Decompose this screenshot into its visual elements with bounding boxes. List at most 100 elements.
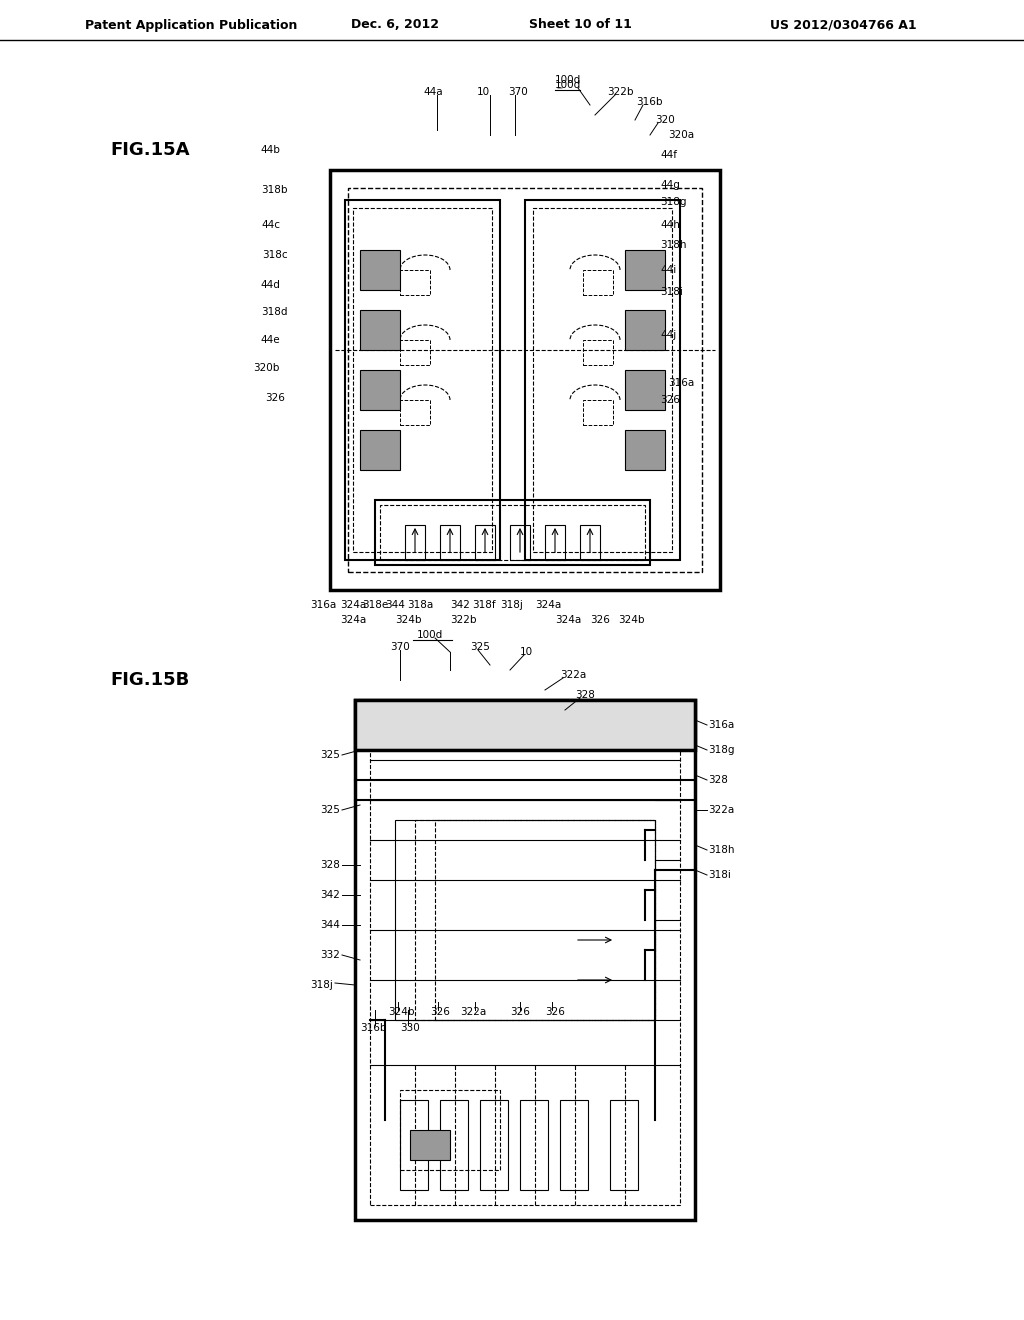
Bar <box>400 341 430 366</box>
Text: 44d: 44d <box>260 280 280 290</box>
Text: 320a: 320a <box>668 129 694 140</box>
Text: 318h: 318h <box>708 845 734 855</box>
Text: 326: 326 <box>265 393 285 403</box>
Text: Dec. 6, 2012: Dec. 6, 2012 <box>351 18 439 32</box>
Bar <box>480 1100 508 1191</box>
Bar <box>510 525 530 560</box>
Text: 44a: 44a <box>423 87 442 96</box>
Text: 370: 370 <box>390 642 410 652</box>
Bar <box>580 525 600 560</box>
Bar <box>400 271 430 294</box>
Bar <box>525 201 680 560</box>
Bar <box>400 1100 428 1191</box>
Text: 344: 344 <box>321 920 340 931</box>
Bar <box>395 820 655 1020</box>
Text: 318f: 318f <box>472 601 496 610</box>
Bar <box>355 700 695 1220</box>
Text: 318e: 318e <box>362 601 388 610</box>
Text: 324b: 324b <box>395 615 422 624</box>
Text: Patent Application Publication: Patent Application Publication <box>85 18 297 32</box>
Bar <box>625 249 665 290</box>
Text: 330: 330 <box>400 1023 420 1034</box>
Text: 324a: 324a <box>555 615 582 624</box>
Text: Sheet 10 of 11: Sheet 10 of 11 <box>528 18 632 32</box>
Text: 44h: 44h <box>660 220 680 230</box>
Text: 324a: 324a <box>535 601 561 610</box>
Text: 342: 342 <box>321 890 340 900</box>
Bar <box>360 249 400 290</box>
Bar <box>400 1090 500 1170</box>
Text: 44i: 44i <box>660 265 676 275</box>
Text: 44g: 44g <box>660 180 680 190</box>
Text: 318i: 318i <box>660 286 683 297</box>
Text: 326: 326 <box>660 395 680 405</box>
Text: 100d: 100d <box>555 75 582 84</box>
Bar <box>520 1100 548 1191</box>
Text: 322b: 322b <box>450 615 476 624</box>
Bar <box>583 341 613 366</box>
Text: 320b: 320b <box>254 363 280 374</box>
Bar <box>440 525 460 560</box>
Text: 326: 326 <box>590 615 610 624</box>
Bar <box>360 370 400 411</box>
Text: 322a: 322a <box>460 1007 486 1016</box>
Bar <box>435 820 655 1020</box>
Text: 324a: 324a <box>340 601 367 610</box>
Text: 332: 332 <box>321 950 340 960</box>
Text: 320: 320 <box>655 115 675 125</box>
Bar <box>330 170 720 590</box>
Text: 10: 10 <box>520 647 534 657</box>
Bar <box>545 525 565 560</box>
Text: 318g: 318g <box>660 197 686 207</box>
Text: US 2012/0304766 A1: US 2012/0304766 A1 <box>770 18 916 32</box>
Text: 10: 10 <box>477 87 490 96</box>
Text: 316a: 316a <box>668 378 694 388</box>
Text: 342: 342 <box>450 601 470 610</box>
Bar <box>360 430 400 470</box>
Text: 326: 326 <box>430 1007 450 1016</box>
Bar <box>583 271 613 294</box>
Text: 318a: 318a <box>407 601 433 610</box>
Text: 316a: 316a <box>708 719 734 730</box>
Bar <box>380 506 645 560</box>
Text: 322a: 322a <box>560 671 587 680</box>
Bar <box>406 525 425 560</box>
Text: 325: 325 <box>470 642 489 652</box>
Text: 318c: 318c <box>262 249 288 260</box>
Text: 326: 326 <box>545 1007 565 1016</box>
Bar <box>560 1100 588 1191</box>
Text: 326: 326 <box>510 1007 529 1016</box>
Text: 328: 328 <box>708 775 728 785</box>
Text: 324a: 324a <box>340 615 367 624</box>
Bar <box>625 310 665 350</box>
Text: 318j: 318j <box>310 979 333 990</box>
Bar <box>375 500 650 565</box>
Bar <box>625 430 665 470</box>
Text: 324b: 324b <box>618 615 644 624</box>
Bar <box>625 370 665 411</box>
Bar <box>355 700 695 750</box>
Bar <box>475 525 495 560</box>
Bar <box>583 400 613 425</box>
Text: 322b: 322b <box>607 87 634 96</box>
Text: 44j: 44j <box>660 330 676 341</box>
Text: 44b: 44b <box>260 145 280 154</box>
Text: 316b: 316b <box>360 1023 386 1034</box>
Text: 100d: 100d <box>417 630 443 640</box>
Text: 44f: 44f <box>660 150 677 160</box>
Text: 344: 344 <box>385 601 404 610</box>
Bar <box>440 1100 468 1191</box>
Text: 318j: 318j <box>500 601 523 610</box>
Text: FIG.15B: FIG.15B <box>110 671 189 689</box>
Text: 316a: 316a <box>310 601 336 610</box>
Text: 370: 370 <box>508 87 527 96</box>
Text: 100d: 100d <box>555 81 582 90</box>
Text: 316b: 316b <box>636 96 663 107</box>
Bar <box>360 310 400 350</box>
Text: 324b: 324b <box>388 1007 415 1016</box>
Text: 318i: 318i <box>708 870 731 880</box>
Bar <box>400 400 430 425</box>
Text: 322a: 322a <box>708 805 734 814</box>
Text: 44c: 44c <box>261 220 280 230</box>
Text: 328: 328 <box>575 690 595 700</box>
